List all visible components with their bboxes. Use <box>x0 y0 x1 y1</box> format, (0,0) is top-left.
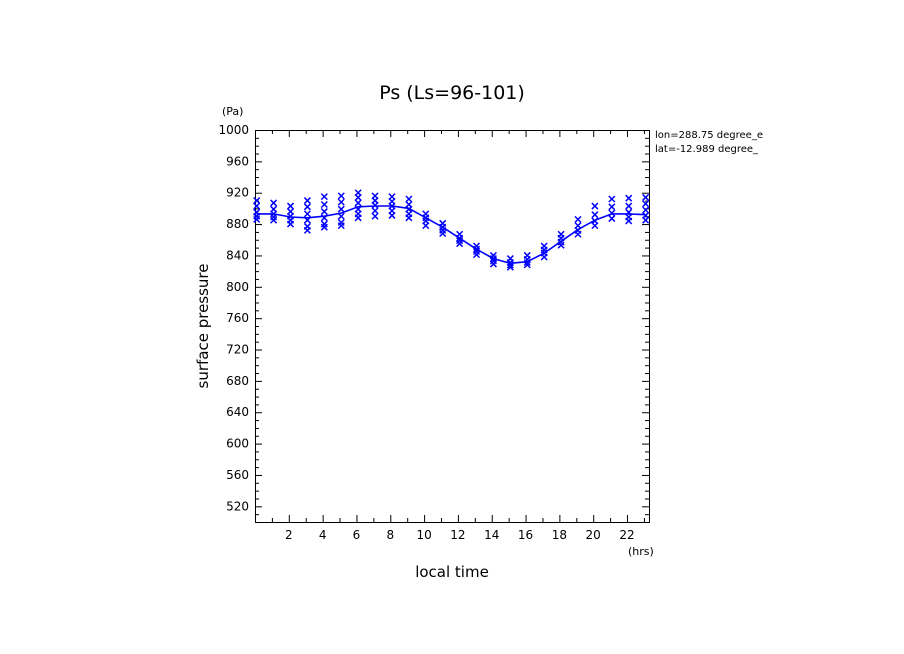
data-point-x <box>320 223 328 231</box>
plot-frame <box>255 130 650 523</box>
x-tick-label: 14 <box>484 528 499 542</box>
data-point-x <box>591 222 599 230</box>
data-point-x <box>574 230 582 238</box>
data-point-x <box>557 241 565 249</box>
x-tick-label: 22 <box>619 528 634 542</box>
info-lon: lon=288.75 degree_e <box>655 130 763 141</box>
data-point-x <box>303 197 311 205</box>
y-tick-label: 800 <box>226 280 249 294</box>
data-point-x <box>523 258 531 267</box>
data-point-x <box>642 200 650 208</box>
x-tick-label: 4 <box>319 528 327 542</box>
info-lat: lat=-12.989 degree_ <box>655 144 759 155</box>
x-tick-label: 12 <box>450 528 465 542</box>
x-tick-label: 2 <box>285 528 293 542</box>
data-point-x <box>506 261 514 269</box>
y-tick-label: 840 <box>226 248 249 262</box>
data-point-x <box>625 202 633 210</box>
x-tick-label: 16 <box>518 528 533 542</box>
data-point-x <box>489 255 497 263</box>
data-point-x <box>422 222 430 230</box>
data-point-x <box>286 202 295 210</box>
data-layer <box>253 189 650 271</box>
data-point-x <box>337 192 345 200</box>
x-tick-label: 8 <box>386 528 394 542</box>
data-point-x <box>371 212 379 220</box>
data-point-x <box>591 202 599 210</box>
data-point-x <box>320 214 328 222</box>
data-point-x <box>303 210 311 218</box>
data-point-x <box>253 197 261 205</box>
data-point-x <box>608 215 616 223</box>
data-point-x <box>253 202 261 210</box>
data-point-x <box>354 214 362 222</box>
data-point-x <box>472 245 481 253</box>
data-point-x <box>608 195 616 203</box>
data-point-x <box>642 206 650 214</box>
data-point-x <box>320 200 328 209</box>
data-point-x <box>574 215 582 223</box>
data-point-x <box>253 215 261 223</box>
x-tick-label: 18 <box>552 528 567 542</box>
x-tick-label: 10 <box>416 528 431 542</box>
data-point-x <box>337 198 345 206</box>
y-tick-label: 680 <box>226 374 249 388</box>
y-tick-label: 560 <box>226 468 249 482</box>
x-tick-label: 6 <box>353 528 361 542</box>
y-tick-label: 640 <box>226 405 249 419</box>
data-point-x <box>303 226 311 234</box>
data-point-x <box>642 216 650 224</box>
data-point-x <box>405 195 413 203</box>
ticks-layer: 2 4 6 8 10 12 14 16 18 20 22 520 560 600 640 680 720 760 8… <box>218 123 649 542</box>
y-axis-label: surface pressure <box>194 264 212 389</box>
data-point-x <box>270 216 278 224</box>
data-point-x <box>642 193 650 201</box>
data-point-x <box>625 194 633 202</box>
y-tick-label: 520 <box>226 499 249 513</box>
data-point-x <box>591 211 599 219</box>
data-point-x <box>286 220 295 228</box>
data-point-x <box>303 203 311 211</box>
x-tick-label: 20 <box>586 528 601 542</box>
mean-line <box>256 205 646 265</box>
data-point-x <box>456 234 464 242</box>
data-point-x <box>337 222 345 230</box>
data-point-x <box>523 261 531 269</box>
data-point-x <box>354 199 362 207</box>
data-point-x <box>608 203 616 211</box>
data-point-x <box>439 229 447 238</box>
chart-title: Ps (Ls=96-101) <box>379 82 525 104</box>
y-tick-label: 1000 <box>218 123 249 137</box>
y-unit-label: (Pa) <box>222 105 243 118</box>
data-point-x <box>388 211 396 219</box>
data-point-x <box>456 240 464 248</box>
y-tick-label: 920 <box>226 186 249 200</box>
y-tick-label: 880 <box>226 217 249 231</box>
data-point-x <box>354 193 362 201</box>
data-point-x <box>608 209 616 217</box>
data-point-x <box>320 208 328 216</box>
data-point-x <box>540 253 548 261</box>
y-tick-label: 760 <box>226 311 249 325</box>
y-tick-label: 960 <box>226 154 249 168</box>
data-point-x <box>405 214 413 222</box>
data-point-x <box>337 212 345 220</box>
data-point-x <box>303 216 311 224</box>
data-point-x <box>625 217 633 225</box>
x-unit-label: (hrs) <box>628 545 654 558</box>
x-axis-label: local time <box>415 563 489 581</box>
data-point-x <box>270 199 278 207</box>
y-tick-label: 600 <box>226 437 249 451</box>
y-tick-label: 720 <box>226 343 249 357</box>
data-point-x <box>320 193 328 201</box>
data-point-x <box>371 201 379 209</box>
data-point-x <box>337 205 345 213</box>
info-box: lon=288.75 degree_e lat=-12.989 degree_ <box>655 130 763 155</box>
data-point-x <box>371 207 379 215</box>
data-point-x <box>489 260 497 268</box>
data-point-x <box>506 263 514 271</box>
data-point-x <box>472 251 481 259</box>
